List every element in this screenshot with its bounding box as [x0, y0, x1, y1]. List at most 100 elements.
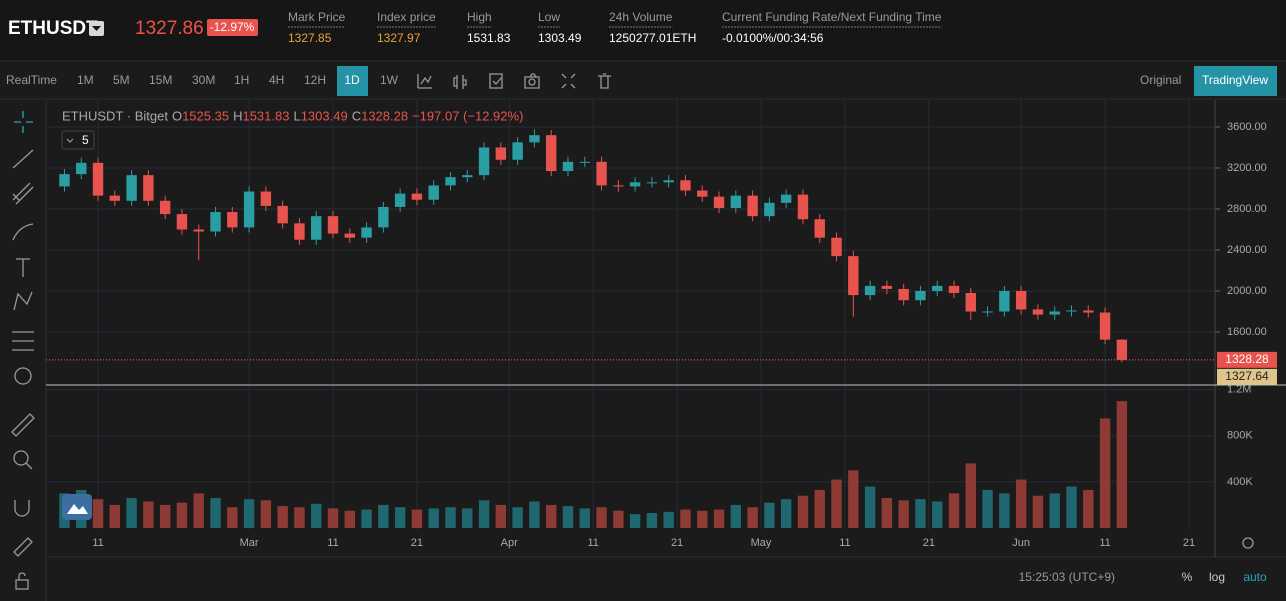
volume-bar: [159, 504, 171, 528]
last-price-label: 1328.28: [1225, 352, 1269, 366]
last-price: 1327.86: [135, 18, 204, 39]
view[interactable]: Original: [1140, 73, 1181, 87]
volume-bar: [1083, 489, 1094, 528]
interval[interactable]: 1W: [380, 73, 399, 87]
legend-key: O: [172, 108, 182, 123]
interval[interactable]: RealTime: [6, 73, 57, 87]
candle-body: [697, 190, 708, 197]
volume-bar: [1032, 495, 1044, 528]
stat-label: Index price: [377, 10, 436, 24]
stat-label: Current Funding Rate/Next Funding Time: [722, 10, 942, 24]
legend-change: −197.07 (−12.92%): [412, 108, 523, 123]
volume-bar: [629, 514, 641, 528]
candle-body: [394, 193, 406, 207]
interval[interactable]: 30M: [192, 73, 215, 87]
volume-bar: [1015, 479, 1027, 528]
x-tick-label: Mar: [240, 537, 259, 549]
volume-bar: [848, 470, 859, 528]
drawing-tools[interactable]: [11, 111, 35, 590]
volume-bar: [462, 508, 473, 528]
candle-body: [126, 175, 137, 201]
legend-value: 1525.35: [182, 108, 229, 123]
scale-option[interactable]: auto: [1243, 570, 1267, 584]
chart-tools[interactable]: [417, 73, 611, 89]
interval[interactable]: 4H: [269, 73, 284, 87]
volume-tick-label: 800K: [1227, 430, 1253, 442]
volume-bar: [294, 507, 305, 528]
candle-body: [1015, 290, 1027, 310]
candle-body: [898, 288, 909, 301]
volume-bar: [143, 501, 154, 528]
candle-body: [311, 216, 322, 240]
x-tick-label: 21: [923, 537, 935, 549]
candle-body: [361, 227, 372, 238]
candle-body: [797, 194, 809, 220]
stat-label: Mark Price: [288, 10, 346, 24]
interval-badge: [61, 130, 95, 150]
stat-label: High: [467, 10, 492, 24]
scale-option[interactable]: log: [1209, 570, 1225, 584]
candle-body: [277, 205, 288, 224]
candle-body: [76, 162, 87, 175]
volume-tick-label: 400K: [1227, 476, 1253, 488]
volume-bar: [361, 509, 372, 528]
volume-bar: [764, 502, 775, 528]
volume-tick-label: 1.2M: [1227, 384, 1251, 396]
clock: 15:25:03 (UTC+9): [1019, 570, 1115, 584]
badge-arrow: [66, 138, 74, 143]
volume-bar: [814, 489, 825, 528]
stat-label: Low: [538, 10, 560, 24]
x-tick-label: 11: [587, 537, 598, 549]
stat-value: 1327.97: [377, 31, 421, 45]
interval[interactable]: 1H: [234, 73, 249, 87]
volume-bar: [898, 500, 909, 528]
candle-body: [932, 285, 943, 291]
volume-bar: [327, 508, 339, 528]
scale-option[interactable]: %: [1182, 570, 1193, 584]
symbol[interactable]: ETHUSDT: [8, 18, 98, 39]
volume-bar: [92, 499, 104, 528]
candle-body: [562, 161, 574, 172]
candle-body: [982, 311, 993, 313]
legend-value: 1531.83: [242, 108, 289, 123]
volume-bar: [646, 513, 658, 528]
candle-body: [92, 162, 104, 196]
volume-bar: [747, 507, 758, 528]
mark-price-tag: [1217, 368, 1277, 385]
volume-bar: [999, 493, 1010, 528]
legend-value: 1303.49: [301, 108, 348, 123]
interval-active[interactable]: 1D: [344, 73, 360, 87]
candle-body: [159, 200, 171, 215]
stat-value: 1250277.01ETH: [609, 31, 696, 45]
candle-body: [512, 142, 523, 160]
volume-bar: [831, 479, 842, 528]
x-tick-label: 21: [1183, 537, 1195, 549]
volume-bar: [864, 486, 876, 528]
volume-bar: [428, 508, 439, 528]
y-tick-label: 1600.00: [1227, 326, 1267, 338]
stat-label: 24h Volume: [609, 10, 673, 24]
candle-body: [948, 285, 960, 294]
interval[interactable]: 5M: [113, 73, 130, 87]
volume-bar: [780, 499, 792, 528]
view-active[interactable]: TradingView: [1202, 73, 1268, 87]
interval[interactable]: 1M: [77, 73, 94, 87]
candle-body: [713, 196, 725, 208]
candle-body: [864, 285, 876, 296]
candle-body: [243, 191, 255, 228]
settings-icon[interactable]: [1242, 537, 1254, 549]
candle-body: [579, 161, 590, 163]
candle-body: [848, 256, 859, 296]
candle-body: [814, 219, 825, 238]
volume-bar: [915, 499, 926, 528]
candle-body: [529, 135, 540, 143]
interval[interactable]: 12H: [304, 73, 326, 87]
volume-bar: [227, 507, 238, 528]
candle-body: [1049, 311, 1060, 315]
interval[interactable]: 15M: [149, 73, 172, 87]
candle-body: [344, 233, 355, 238]
volume-bar: [478, 500, 490, 528]
interval-badge-label: 5: [82, 133, 89, 147]
